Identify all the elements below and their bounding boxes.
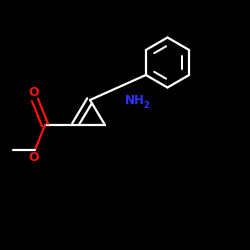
Text: O: O <box>28 86 39 99</box>
Text: NH: NH <box>125 94 145 106</box>
Text: O: O <box>28 151 39 164</box>
Text: 2: 2 <box>144 100 150 110</box>
